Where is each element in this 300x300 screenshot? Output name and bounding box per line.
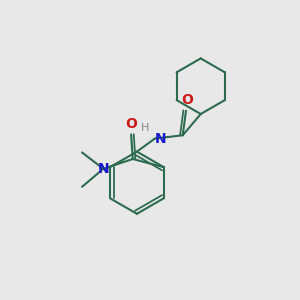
Text: O: O bbox=[182, 93, 194, 107]
Text: N: N bbox=[98, 162, 109, 176]
Text: O: O bbox=[125, 116, 137, 130]
Text: H: H bbox=[141, 123, 149, 133]
Text: N: N bbox=[155, 131, 167, 146]
